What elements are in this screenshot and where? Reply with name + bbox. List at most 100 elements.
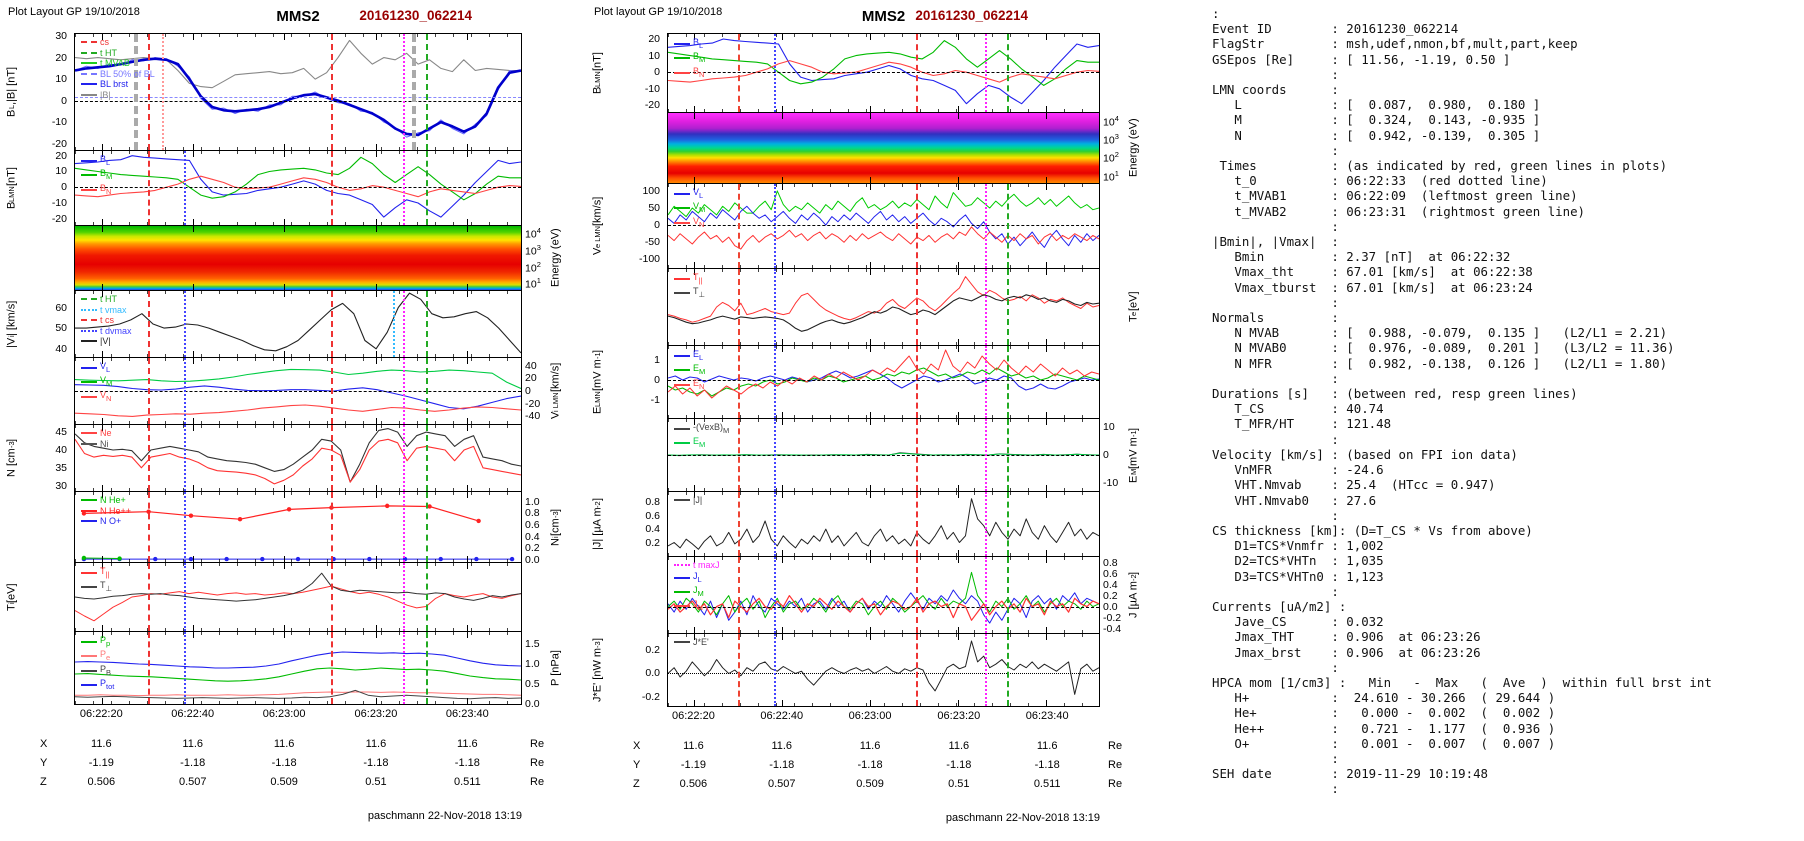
plot-area-minor-ions: N He+ N He++ N O+ <box>74 491 522 563</box>
legend-swatch <box>81 41 97 44</box>
series-Te-perp <box>668 294 1099 332</box>
plot-title: MMS2 <box>276 8 320 25</box>
event-line-green <box>1006 34 1009 112</box>
x-tick <box>870 557 872 563</box>
legend-item: T⊥ <box>81 580 112 594</box>
legend-item: EN <box>674 378 705 392</box>
plot-footer: paschmann 22-Nov-2018 13:19 <box>367 810 522 822</box>
legend-label: |B| <box>100 89 111 100</box>
minor-ticks-bottom <box>75 628 521 631</box>
legend-swatch <box>674 193 690 196</box>
y-tick-label: 0.8 <box>525 507 540 520</box>
legend-swatch <box>674 428 690 431</box>
series-Ti-parallel <box>75 585 521 622</box>
series-BM <box>668 40 1099 86</box>
y-tick-label: 0.2 <box>645 644 660 657</box>
x-tick <box>466 358 468 364</box>
x-tick <box>466 151 468 157</box>
x-tick <box>694 634 696 640</box>
legend-label: N He+ <box>100 495 126 505</box>
y-tick-label: 10 <box>55 165 67 178</box>
legend-label: t HT <box>100 294 117 304</box>
x-tick <box>193 632 195 638</box>
eph-value: 0.507 <box>767 778 796 790</box>
x-tick <box>375 34 377 40</box>
reference-line <box>668 455 1099 456</box>
event-line-blue <box>773 557 776 633</box>
legend: t HT t vmax t cs t dvmax |V| <box>81 294 132 347</box>
x-tick <box>782 634 784 640</box>
x-tick <box>284 632 286 638</box>
legend-item: Pe <box>81 649 114 663</box>
legend-item: BM <box>81 168 112 182</box>
series-Ni <box>75 428 521 483</box>
y-tick-label: 10 <box>55 73 67 86</box>
x-tick <box>958 177 960 183</box>
legend-swatch <box>674 590 690 593</box>
eph-value: 0.511 <box>453 776 481 788</box>
legend-swatch <box>674 57 690 60</box>
legend-swatch <box>81 188 97 191</box>
energy-tick-label: 103 <box>525 243 541 258</box>
y-tick-label: 0.4 <box>1103 578 1118 591</box>
legend-label: PB <box>100 663 112 677</box>
eph-value: -1.18 <box>180 757 206 769</box>
x-tick <box>466 632 468 638</box>
x-tick <box>284 351 286 357</box>
plot-area-pressure: Pp Pe PB Ptot <box>74 631 522 705</box>
y-tick-label: 45 <box>55 426 67 439</box>
legend-swatch <box>81 669 97 672</box>
event-line-red2 <box>331 425 334 491</box>
x-tick <box>375 418 377 424</box>
x-tick <box>1046 700 1048 706</box>
x-tick <box>694 492 696 498</box>
x-tick <box>782 557 784 563</box>
y-tick-label: 0.4 <box>525 530 540 543</box>
x-tick <box>284 625 286 631</box>
x-tick <box>694 269 696 275</box>
legend-swatch <box>81 572 97 575</box>
legend-swatch <box>81 329 97 332</box>
x-tick <box>102 556 104 562</box>
marker-N-Heplusplus <box>237 516 243 522</box>
x-tick <box>102 226 104 232</box>
y-axis-label: Energy (eV) <box>1127 118 1140 178</box>
series-P-magnetic <box>75 689 521 700</box>
y-tick-label: 20 <box>55 149 67 162</box>
plot-area-ion-spectrogram <box>74 225 522 291</box>
event-line-red1 <box>147 563 150 631</box>
x-tick <box>782 412 784 418</box>
legend-item: t vmax <box>81 305 132 316</box>
x-tick <box>284 563 286 569</box>
minor-ticks-top <box>75 358 521 361</box>
x-tick <box>284 556 286 562</box>
x-tick <box>284 358 286 364</box>
event-line-red1 <box>147 151 150 225</box>
legend-swatch <box>674 355 690 358</box>
x-tick <box>1046 177 1048 183</box>
event-line-magenta <box>984 34 987 112</box>
plot-area-j-mag: |J| <box>667 491 1100 557</box>
plot-area-te: T|| T⊥ <box>667 268 1100 346</box>
x-tick <box>193 625 195 631</box>
x-tick <box>958 346 960 352</box>
event-line-blue <box>184 492 187 562</box>
legend-item: cs <box>81 37 155 48</box>
eph-value: 11.6 <box>457 738 478 750</box>
event-line-red2 <box>331 358 334 424</box>
y-tick-label: 20 <box>525 372 537 385</box>
y-tick-label: -10 <box>51 116 67 129</box>
ephemeris-row-X: X 11.6 11.6 11.6 11.6 11.6 Re <box>588 740 1148 756</box>
x-tick <box>193 291 195 297</box>
plot-area-j-dot-e: J*E' <box>667 633 1100 707</box>
legend-label: t maxJ <box>693 560 720 570</box>
event-line-red2 <box>331 34 334 150</box>
x-tick <box>870 177 872 183</box>
legend-item: T|| <box>81 566 112 580</box>
legend-label: BN <box>100 182 112 196</box>
panel-e-lmn: EL EM EN E LMN [mV m -1] 1 0 -1 <box>588 345 1148 419</box>
x-tick <box>694 184 696 190</box>
x-tick <box>694 34 696 40</box>
